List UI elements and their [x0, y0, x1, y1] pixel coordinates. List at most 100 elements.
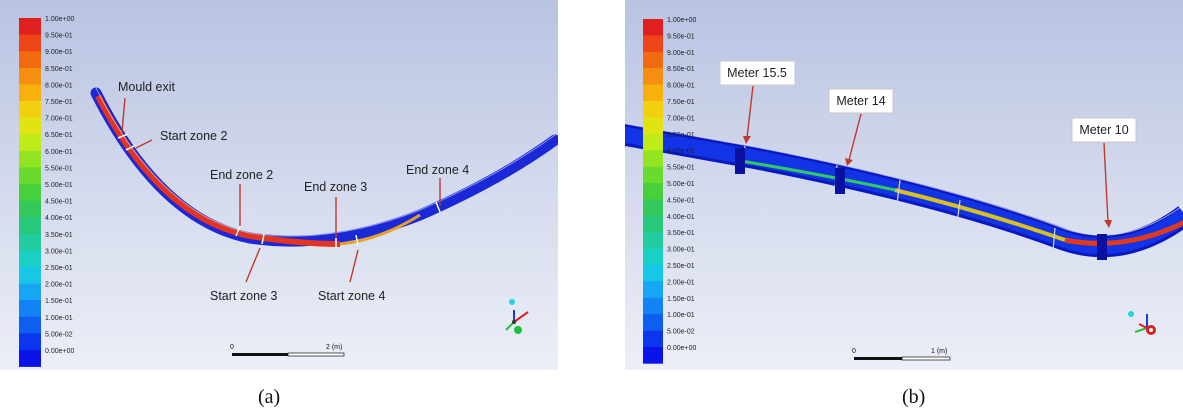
label-meter-14: Meter 14 — [836, 94, 885, 108]
legend-swatch — [19, 134, 41, 152]
legend-swatch — [643, 330, 663, 348]
legend-swatch — [19, 84, 41, 102]
legend-tick-label: 5.00e-02 — [667, 329, 695, 336]
scale-bar-b: 0 1 (m) — [852, 348, 951, 361]
label-meter-15-5: Meter 15.5 — [727, 66, 787, 80]
legend-swatch — [19, 200, 41, 218]
legend-tick-label: 5.00e-01 — [45, 182, 73, 189]
axis-triad-b — [1128, 311, 1156, 335]
label-mould-exit: Mould exit — [118, 80, 175, 94]
legend-tick-label: 2.50e-01 — [667, 263, 695, 270]
legend-tick-label: 7.00e-01 — [45, 116, 73, 123]
legend-tick-label: 9.50e-01 — [45, 33, 73, 40]
scale-bar-a: 0 2 (m) — [230, 344, 345, 357]
label-end-zone-4: End zone 4 — [406, 163, 469, 177]
legend-swatch — [19, 167, 41, 185]
arrows-b — [746, 85, 1109, 223]
axis-triad-a — [505, 299, 529, 334]
legend-swatch — [643, 35, 663, 53]
legend-tick-label: 8.50e-01 — [667, 66, 695, 73]
legend-tick-label: 5.00e-01 — [667, 181, 695, 188]
legend-swatch — [643, 347, 663, 364]
legend-tick-label: 5.50e-01 — [667, 165, 695, 172]
legend-tick-label: 1.00e+00 — [45, 16, 74, 23]
legend-tick-label: 9.50e-01 — [667, 33, 695, 40]
legend-tick-label: 1.00e-01 — [45, 315, 73, 322]
legend-swatch — [643, 297, 663, 315]
strand-core-green-b — [734, 158, 896, 192]
legend-tick-label: 7.00e-01 — [667, 115, 695, 122]
legend-swatch — [19, 217, 41, 235]
label-end-zone-2: End zone 2 — [210, 168, 273, 182]
legend-swatch — [19, 101, 41, 118]
legend-swatch — [643, 68, 663, 85]
legend-swatch — [643, 265, 663, 282]
legend-swatch — [643, 117, 663, 135]
connectors-b — [735, 148, 1107, 260]
zone-markers-a — [117, 133, 441, 248]
legend-tick-label: 1.00e+00 — [667, 17, 696, 24]
legend-tick-label: 9.00e-01 — [45, 49, 73, 56]
legend-tick-label: 4.00e-01 — [667, 214, 695, 221]
strand-outline-a — [90, 87, 558, 247]
legend-tick-label: 2.00e-01 — [667, 279, 695, 286]
legend-swatch — [643, 314, 663, 331]
legend-swatch — [643, 281, 663, 299]
label-end-zone-3: End zone 3 — [304, 180, 367, 194]
panel-b: 1.00e+00 9.50e-01 9.00e-01 8.50e-01 8.00e-01… — [625, 0, 1183, 370]
legend-swatch — [19, 283, 41, 301]
legend-swatch — [19, 316, 41, 334]
legend-tick-label: 2.00e-01 — [45, 282, 73, 289]
arrowheads-b — [743, 136, 1112, 228]
strand-core-a-tail — [339, 213, 421, 246]
legend-swatch — [19, 150, 41, 168]
legend-tick-label: 6.00e-01 — [45, 149, 73, 156]
legend-swatch — [643, 215, 663, 233]
legend-swatch — [643, 84, 663, 102]
legend-swatch — [643, 101, 663, 118]
legend-tick-label: 4.00e-01 — [45, 215, 73, 222]
scale-start-a: 0 — [230, 344, 234, 351]
legend-tick-label: 3.50e-01 — [667, 230, 695, 237]
legend-swatch — [19, 250, 41, 268]
legend-swatch — [19, 18, 41, 35]
callout-meter-10: Meter 10 — [1071, 117, 1137, 143]
legend-swatch — [19, 300, 41, 318]
legend-swatch — [19, 34, 41, 52]
legend-swatch — [643, 51, 663, 69]
legend-tick-label: 2.50e-01 — [45, 265, 73, 272]
legend-a: 1.00e+00 9.50e-01 9.00e-01 8.50e-01 8.00e-01… — [19, 16, 74, 367]
legend-tick-label: 8.00e-01 — [45, 82, 73, 89]
legend-tick-label: 4.50e-01 — [667, 197, 695, 204]
scale-start-b: 0 — [852, 348, 856, 355]
strand-core-red-b — [1064, 220, 1183, 246]
legend-tick-label: 1.50e-01 — [667, 296, 695, 303]
legend-swatch — [19, 333, 41, 351]
strand-core-a — [95, 94, 341, 247]
legend-swatch — [643, 248, 663, 266]
legend-swatch — [19, 350, 41, 367]
label-start-zone-2: Start zone 2 — [160, 129, 227, 143]
strand-inner-b — [625, 126, 1183, 255]
legend-tick-label: 7.50e-01 — [667, 99, 695, 106]
legend-swatch — [19, 117, 41, 135]
legend-swatch — [643, 19, 663, 36]
scale-end-a: 2 (m) — [326, 344, 342, 351]
legend-swatch — [643, 166, 663, 184]
legend-tick-label: 6.50e-01 — [667, 132, 695, 139]
legend-tick-label: 0.00e+00 — [667, 345, 696, 352]
legend-swatch — [643, 183, 663, 200]
callout-meter-14: Meter 14 — [828, 88, 894, 114]
legend-swatch — [643, 199, 663, 217]
panel-a-svg: 1.00e+00 9.50e-01 9.00e-01 8.50e-01 8.00e-01… — [19, 16, 558, 367]
legend-b: 1.00e+00 9.50e-01 9.00e-01 8.50e-01 8.00e-01… — [643, 17, 696, 364]
legend-tick-label: 3.00e-01 — [45, 248, 73, 255]
caption-a: (a) — [258, 386, 281, 408]
strand-edge-b — [625, 123, 1183, 236]
label-meter-10: Meter 10 — [1079, 123, 1128, 137]
strand-core-yellow-b — [894, 188, 1066, 242]
legend-tick-label: 8.00e-01 — [667, 83, 695, 90]
legend-tick-label: 4.50e-01 — [45, 199, 73, 206]
legend-tick-label: 7.50e-01 — [45, 99, 73, 106]
legend-swatch — [643, 232, 663, 249]
